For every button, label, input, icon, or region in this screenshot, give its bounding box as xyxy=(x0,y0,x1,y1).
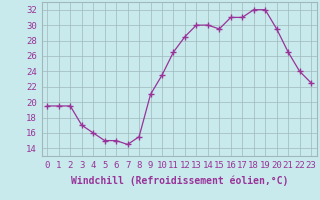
X-axis label: Windchill (Refroidissement éolien,°C): Windchill (Refroidissement éolien,°C) xyxy=(70,175,288,186)
